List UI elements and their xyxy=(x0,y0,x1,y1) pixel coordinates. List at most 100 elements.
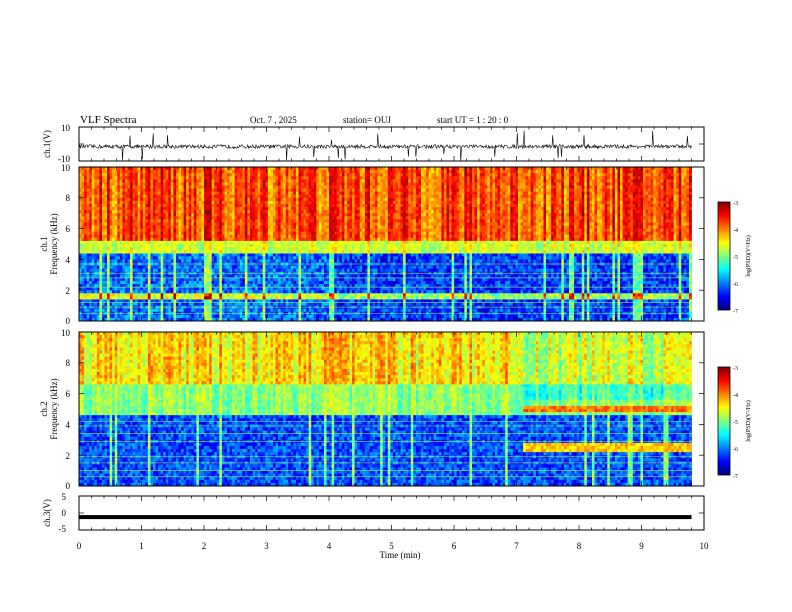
spectrogram-cell xyxy=(86,167,90,171)
spectrogram-cell xyxy=(130,293,133,297)
spectrogram-cell xyxy=(191,182,195,186)
spectrogram-cell xyxy=(216,231,220,236)
spectrogram-cell xyxy=(216,188,220,193)
spectrogram-cell xyxy=(119,191,123,196)
spectrogram-cell xyxy=(140,274,144,279)
spectrogram-cell xyxy=(158,277,162,282)
spectrogram-cell xyxy=(283,231,287,236)
spectrogram-cell xyxy=(232,170,236,174)
spectrogram-cell xyxy=(188,200,192,205)
spectrogram-cell xyxy=(262,213,266,217)
spectrogram-cell xyxy=(130,274,133,279)
spectrogram-cell xyxy=(186,253,190,257)
spectrogram-cell xyxy=(214,194,218,199)
spectrogram-cell xyxy=(242,265,246,270)
spectrogram-cell xyxy=(99,268,103,273)
spectrogram-cell xyxy=(316,225,320,229)
spectrogram-cell xyxy=(145,293,149,297)
spectrogram-cell xyxy=(127,308,131,313)
spectrogram-cell xyxy=(79,280,82,285)
spectrogram-cell xyxy=(99,287,103,291)
spectrogram-cell xyxy=(198,237,202,242)
spectrogram-cell xyxy=(109,188,113,193)
spectrogram-cell xyxy=(227,256,230,260)
spectrogram-cell xyxy=(119,179,123,183)
spectrogram-cell xyxy=(145,231,149,236)
spectrogram-cell xyxy=(163,287,167,291)
spectrogram-cell xyxy=(109,268,113,273)
spectrogram-cell xyxy=(221,299,225,303)
spectrogram-cell xyxy=(239,207,243,211)
spectrogram-cell xyxy=(107,265,111,270)
spectrogram-cell xyxy=(283,188,287,193)
spectrogram-cell xyxy=(308,200,312,205)
spectrogram-cell xyxy=(227,216,230,220)
spectrogram-cell xyxy=(94,314,98,319)
spectrogram-cell xyxy=(147,194,151,199)
spectrogram-cell xyxy=(186,210,190,214)
spectrogram-cell xyxy=(191,237,195,242)
spectrogram-cell xyxy=(318,247,322,251)
spectrogram-cell xyxy=(94,213,98,217)
spectrogram-cell xyxy=(117,170,121,174)
spectrogram-cell xyxy=(306,240,310,245)
spectrogram-cell xyxy=(283,185,287,189)
spectrogram-cell xyxy=(280,296,284,300)
spectrogram-cell xyxy=(201,167,205,171)
spectrogram-cell xyxy=(89,253,93,257)
spectrogram-cell xyxy=(183,194,187,199)
spectrogram-cell xyxy=(249,197,253,202)
spectrogram-cell xyxy=(178,167,182,171)
spectrogram-cell xyxy=(112,203,116,208)
spectrogram-cell xyxy=(316,173,320,177)
spectrogram-cell xyxy=(267,179,271,183)
spectrogram-cell xyxy=(224,284,228,288)
spectrogram-cell xyxy=(117,265,121,270)
spectrogram-cell xyxy=(94,265,98,270)
spectrogram-cell xyxy=(206,259,210,263)
spectrogram-cell xyxy=(173,274,177,279)
spectrogram-cell xyxy=(293,317,297,321)
spectrogram-cell xyxy=(237,216,241,220)
spectrogram-cell xyxy=(311,225,315,229)
spectrogram-cell xyxy=(130,317,133,321)
spectrogram-cell xyxy=(308,203,312,208)
ch1-spectrogram-cells xyxy=(79,167,692,321)
spectrogram-cell xyxy=(101,280,105,285)
spectrogram-cell xyxy=(112,274,116,279)
spectrogram-cell xyxy=(101,302,105,306)
spectrogram-cell xyxy=(311,256,315,260)
spectrogram-cell xyxy=(267,222,271,226)
spectrogram-cell xyxy=(242,228,246,233)
spectrogram-cell xyxy=(104,302,108,306)
spectrogram-cell xyxy=(265,188,269,193)
spectrogram-cell xyxy=(257,188,261,193)
spectrogram-cell xyxy=(114,296,118,300)
spectrogram-cell xyxy=(94,182,98,186)
spectrogram-cell xyxy=(260,280,264,285)
spectrogram-cell xyxy=(196,203,200,208)
spectrogram-cell xyxy=(318,225,322,229)
spectrogram-cell xyxy=(94,228,98,233)
spectrogram-cell xyxy=(132,234,136,239)
spectrogram-cell xyxy=(216,265,220,270)
spectrogram-cell xyxy=(290,225,294,229)
spectrogram-cell xyxy=(270,277,274,282)
spectrogram-cell xyxy=(94,234,98,239)
spectrogram-cell xyxy=(155,240,159,245)
spectrogram-cell xyxy=(252,179,256,183)
spectrogram-cell xyxy=(260,287,264,291)
spectrogram-cell xyxy=(318,274,322,279)
spectrogram-cell xyxy=(247,167,251,171)
spectrogram-cell xyxy=(137,228,141,233)
spectrogram-cell xyxy=(170,308,174,313)
spectrogram-cell xyxy=(237,210,241,214)
spectrogram-cell xyxy=(191,268,195,273)
spectrogram-cell xyxy=(107,210,111,214)
spectrogram-cell xyxy=(109,277,113,282)
spectrogram-cell xyxy=(86,296,90,300)
spectrogram-cell xyxy=(79,268,82,273)
spectrogram-cell xyxy=(193,277,197,282)
spectrogram-cell xyxy=(306,207,310,211)
spectrogram-cell xyxy=(181,194,185,199)
